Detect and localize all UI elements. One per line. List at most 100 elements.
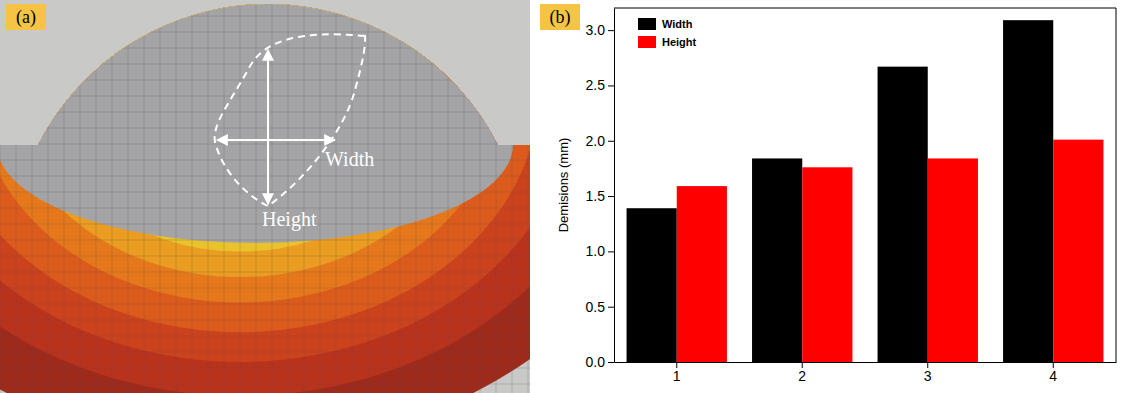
x-tick-label: 2	[798, 368, 806, 384]
band	[0, 0, 530, 332]
y-tick-label: 2.5	[586, 77, 606, 93]
height-arrow	[267, 50, 269, 204]
body	[0, 0, 530, 393]
mesh-line	[432, 0, 433, 393]
legend: WidthHeight	[638, 18, 697, 48]
width-arrow	[217, 139, 335, 141]
bar	[752, 158, 802, 362]
bars	[627, 20, 1104, 362]
band	[0, 0, 530, 393]
mesh-line	[224, 0, 225, 393]
mesh-line	[48, 0, 49, 393]
mesh-line	[96, 0, 97, 393]
mesh-line	[64, 0, 65, 393]
x-tick-label: 3	[924, 368, 932, 384]
y-tick-mark	[608, 30, 614, 31]
bar	[802, 167, 852, 362]
mesh-line	[112, 0, 113, 393]
mesh-line	[208, 0, 209, 393]
panel-label-box	[540, 4, 580, 30]
mesh-line	[496, 0, 497, 393]
frame	[1116, 8, 1117, 362]
image	[0, 0, 530, 393]
panel-label: (b)	[550, 7, 571, 28]
mesh-line	[128, 0, 129, 393]
panel-label: (a)	[16, 7, 36, 28]
mesh-line	[352, 0, 353, 393]
mesh-line	[384, 0, 385, 393]
y-tick-mark	[608, 307, 614, 308]
mesh-line	[240, 0, 241, 393]
bar	[677, 186, 727, 362]
legend-swatch	[638, 18, 656, 30]
mesh-line	[0, 0, 530, 1]
mesh-line	[256, 0, 257, 393]
pool	[0, 47, 513, 243]
mesh-line	[0, 272, 530, 273]
mesh-line	[448, 0, 449, 393]
mesh-line	[0, 96, 530, 97]
mesh-line	[0, 64, 530, 65]
mesh-line	[0, 48, 530, 49]
panel-a: WidthHeight	[0, 0, 681, 393]
mesh-line	[480, 0, 481, 393]
y-tick-mark	[608, 141, 614, 142]
y-tick-label: 3.0	[586, 22, 606, 38]
mesh-line	[416, 0, 417, 393]
annotation: Width	[325, 148, 374, 170]
mesh-line	[144, 0, 145, 393]
mesh-line	[320, 0, 321, 393]
y-tick-label: 1.5	[586, 188, 606, 204]
mesh-line	[0, 32, 530, 33]
bar	[878, 67, 928, 362]
bar	[1053, 140, 1103, 362]
y-tick: 2.5	[586, 77, 614, 93]
mesh-line	[272, 0, 273, 393]
y-axis-line	[614, 9, 615, 363]
y-tick-mark	[608, 85, 614, 86]
y-tick: 0.0	[586, 354, 614, 370]
mesh-line	[0, 240, 530, 241]
y-tick-label: 0.5	[586, 299, 606, 315]
mesh-line	[0, 384, 530, 385]
y-tick-mark	[608, 362, 614, 363]
mesh-line	[0, 112, 530, 113]
mesh-line	[0, 80, 530, 81]
band	[0, 0, 530, 393]
mesh	[0, 0, 530, 393]
x-tick-label: 4	[1049, 368, 1057, 384]
x-tick-label: 1	[673, 368, 681, 384]
x-axis-line	[615, 362, 1117, 363]
x-axis: 1 2 3 4	[615, 362, 1117, 384]
mesh-line	[288, 0, 289, 393]
y-tick-label: 1.0	[586, 243, 606, 259]
mesh-line	[0, 336, 530, 337]
mesh-line	[0, 144, 530, 145]
mesh-line	[80, 0, 81, 393]
figure: WidthHeight(a)(b)0.00.51.01.52.02.53.012…	[0, 0, 1125, 393]
x-tick: 4	[1049, 362, 1057, 384]
mesh-line	[0, 192, 530, 193]
mesh-line	[0, 304, 530, 305]
mesh-line	[160, 0, 161, 393]
mesh-line	[0, 256, 530, 257]
panel-b: 0.00.51.01.52.02.53.01234Demisions (mm)W…	[556, 8, 1117, 384]
mesh-line	[0, 288, 530, 289]
mesh-line	[0, 0, 1, 393]
frame	[614, 8, 1116, 9]
mesh-line	[0, 368, 530, 369]
mesh-line	[0, 16, 530, 17]
mesh-line	[0, 128, 530, 129]
bar	[1003, 20, 1053, 362]
x-tick: 1	[673, 362, 681, 384]
mesh-line	[0, 160, 530, 161]
x-tick: 2	[798, 362, 806, 384]
mesh-line	[512, 0, 513, 393]
legend-label: Height	[662, 36, 697, 48]
y-tick-label: 0.0	[586, 354, 606, 370]
mesh-line	[400, 0, 401, 393]
mesh-line	[0, 352, 530, 353]
y-tick: 3.0	[586, 22, 614, 38]
mesh-line	[368, 0, 369, 393]
mesh-line	[192, 0, 193, 393]
